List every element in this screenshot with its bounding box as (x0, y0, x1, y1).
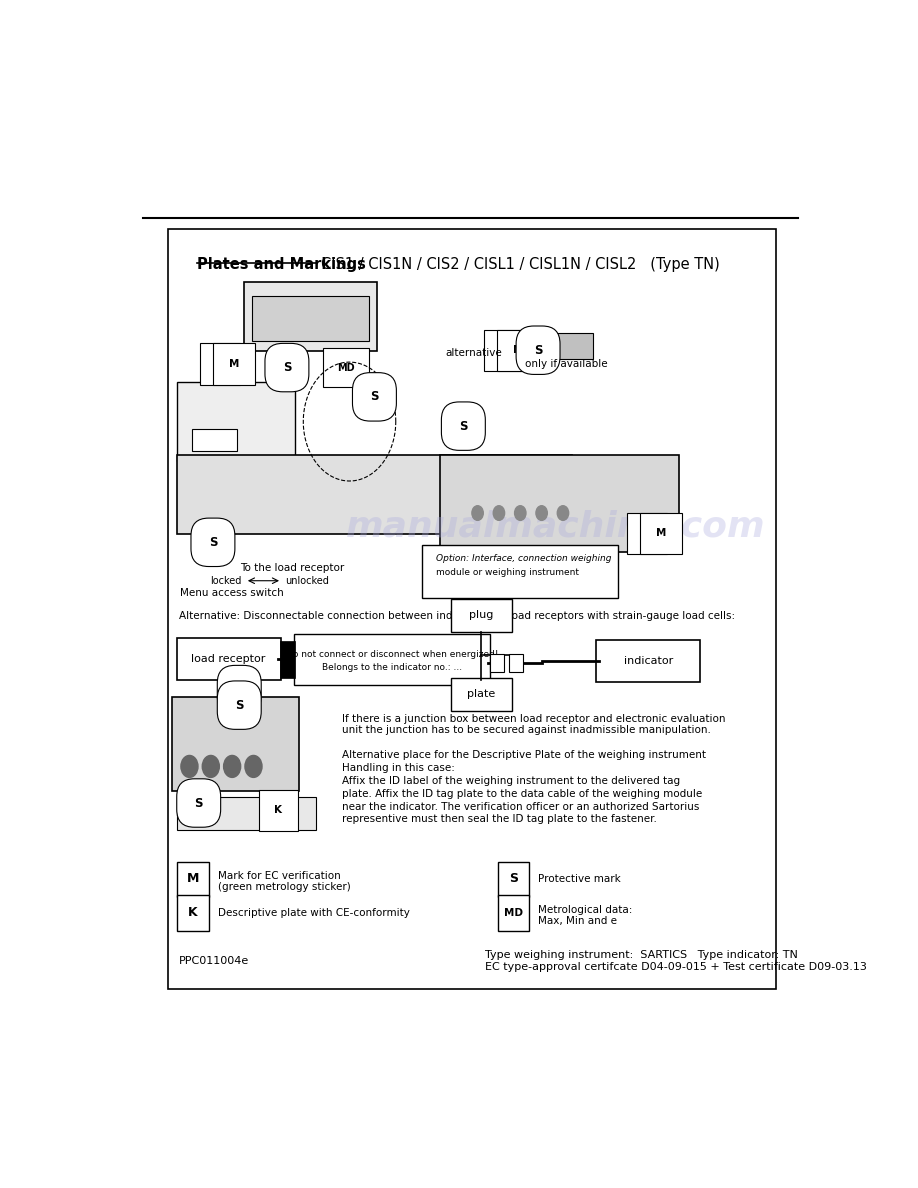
Circle shape (472, 506, 483, 520)
Text: plate. Affix the ID tag plate to the data cable of the weighing module: plate. Affix the ID tag plate to the dat… (342, 789, 702, 798)
Text: Alternative: Disconnectable connection between indicator and load receptors with: Alternative: Disconnectable connection b… (179, 612, 735, 621)
FancyBboxPatch shape (244, 282, 376, 352)
Text: MD: MD (504, 908, 522, 918)
FancyBboxPatch shape (547, 333, 593, 359)
Text: Handling in this case:: Handling in this case: (342, 763, 455, 773)
Text: EC type-approval certifcate D04-09-015 + Test certificate D09-03.13: EC type-approval certifcate D04-09-015 +… (485, 962, 867, 972)
Text: If there is a junction box between load receptor and electronic evaluation: If there is a junction box between load … (342, 714, 726, 723)
FancyBboxPatch shape (176, 797, 316, 829)
Text: indicator: indicator (623, 656, 673, 666)
Text: Power supply: Power supply (493, 563, 562, 573)
Text: Mark for EC verification: Mark for EC verification (218, 871, 341, 881)
Text: Menu access switch: Menu access switch (180, 588, 284, 598)
Text: PPC011004e: PPC011004e (179, 956, 249, 966)
Text: To the load receptor: To the load receptor (241, 563, 345, 573)
Text: Metrological data:: Metrological data: (538, 905, 633, 915)
FancyBboxPatch shape (252, 296, 369, 341)
FancyBboxPatch shape (173, 697, 299, 791)
Text: alternative: alternative (445, 348, 502, 358)
Text: plate: plate (467, 689, 496, 700)
FancyBboxPatch shape (498, 861, 529, 897)
Text: S: S (235, 683, 243, 696)
Text: unlocked: unlocked (285, 576, 330, 586)
Text: Belongs to the indicator no.: ...: Belongs to the indicator no.: ... (322, 663, 463, 672)
FancyBboxPatch shape (597, 640, 700, 682)
Text: S: S (283, 361, 291, 374)
Circle shape (181, 756, 198, 777)
Text: K: K (274, 805, 283, 815)
Text: (green metrology sticker): (green metrology sticker) (218, 883, 351, 892)
Circle shape (224, 756, 241, 777)
FancyBboxPatch shape (177, 861, 208, 897)
Text: K: K (216, 359, 224, 369)
FancyBboxPatch shape (176, 455, 572, 535)
Text: Affix the ID label of the weighing instrument to the delivered tag: Affix the ID label of the weighing instr… (342, 776, 680, 786)
FancyBboxPatch shape (509, 653, 523, 672)
Text: Type weighing instrument:  SARTICS   Type indicator: TN: Type weighing instrument: SARTICS Type i… (485, 950, 798, 960)
FancyBboxPatch shape (451, 599, 511, 632)
Text: S: S (509, 872, 518, 885)
FancyBboxPatch shape (440, 455, 679, 552)
FancyBboxPatch shape (192, 429, 237, 450)
Text: S: S (370, 391, 379, 404)
FancyBboxPatch shape (176, 383, 295, 461)
Text: M: M (656, 529, 666, 538)
Text: S: S (459, 419, 467, 432)
Text: S: S (533, 343, 543, 356)
Text: S: S (208, 536, 218, 549)
Circle shape (493, 506, 505, 520)
Text: representive must then seal the ID tag plate to the fastener.: representive must then seal the ID tag p… (342, 815, 657, 824)
FancyBboxPatch shape (451, 677, 511, 710)
Circle shape (202, 756, 219, 777)
Text: K: K (188, 906, 197, 920)
Text: M: M (230, 359, 240, 369)
Text: Descriptive plate with CE-conformity: Descriptive plate with CE-conformity (218, 908, 409, 918)
Circle shape (557, 506, 568, 520)
Circle shape (515, 506, 526, 520)
Text: module or weighing instrument: module or weighing instrument (436, 568, 579, 577)
Text: Max, Min and e: Max, Min and e (538, 916, 617, 925)
Text: Protective mark: Protective mark (538, 874, 621, 884)
Text: only if available: only if available (525, 359, 608, 369)
Text: load receptor: load receptor (191, 655, 266, 664)
FancyBboxPatch shape (176, 638, 281, 681)
FancyBboxPatch shape (294, 633, 490, 685)
Text: Option: Interface, connection weighing: Option: Interface, connection weighing (436, 555, 611, 563)
FancyBboxPatch shape (489, 653, 504, 672)
Text: unit the junction has to be secured against inadmissible manipulation.: unit the junction has to be secured agai… (342, 725, 711, 735)
Circle shape (245, 756, 262, 777)
Text: Do not connect or disconnect when energized!: Do not connect or disconnect when energi… (286, 650, 498, 659)
Text: M: M (513, 346, 523, 355)
FancyBboxPatch shape (498, 896, 529, 931)
Text: near the indicator. The verification officer or an authorized Sartorius: near the indicator. The verification off… (342, 802, 700, 811)
Text: CIS1 / CIS1N / CIS2 / CISL1 / CISL1N / CISL2   (Type TN): CIS1 / CIS1N / CIS2 / CISL1 / CISL1N / C… (321, 257, 720, 272)
Text: manualmachine.com: manualmachine.com (346, 510, 766, 544)
FancyBboxPatch shape (422, 545, 619, 598)
Text: Alternative place for the Descriptive Plate of the weighing instrument: Alternative place for the Descriptive Pl… (342, 751, 707, 760)
Text: MD: MD (337, 362, 354, 373)
Circle shape (536, 506, 547, 520)
Text: Plates and Markings: Plates and Markings (196, 257, 365, 272)
Text: locked: locked (210, 576, 241, 586)
FancyBboxPatch shape (280, 642, 296, 677)
Text: S: S (195, 796, 203, 809)
Text: K: K (500, 346, 508, 355)
Text: K: K (643, 529, 651, 538)
Text: plug: plug (469, 611, 493, 620)
Text: S: S (235, 699, 243, 712)
FancyBboxPatch shape (177, 896, 208, 931)
Text: M: M (187, 872, 199, 885)
FancyBboxPatch shape (168, 229, 777, 988)
